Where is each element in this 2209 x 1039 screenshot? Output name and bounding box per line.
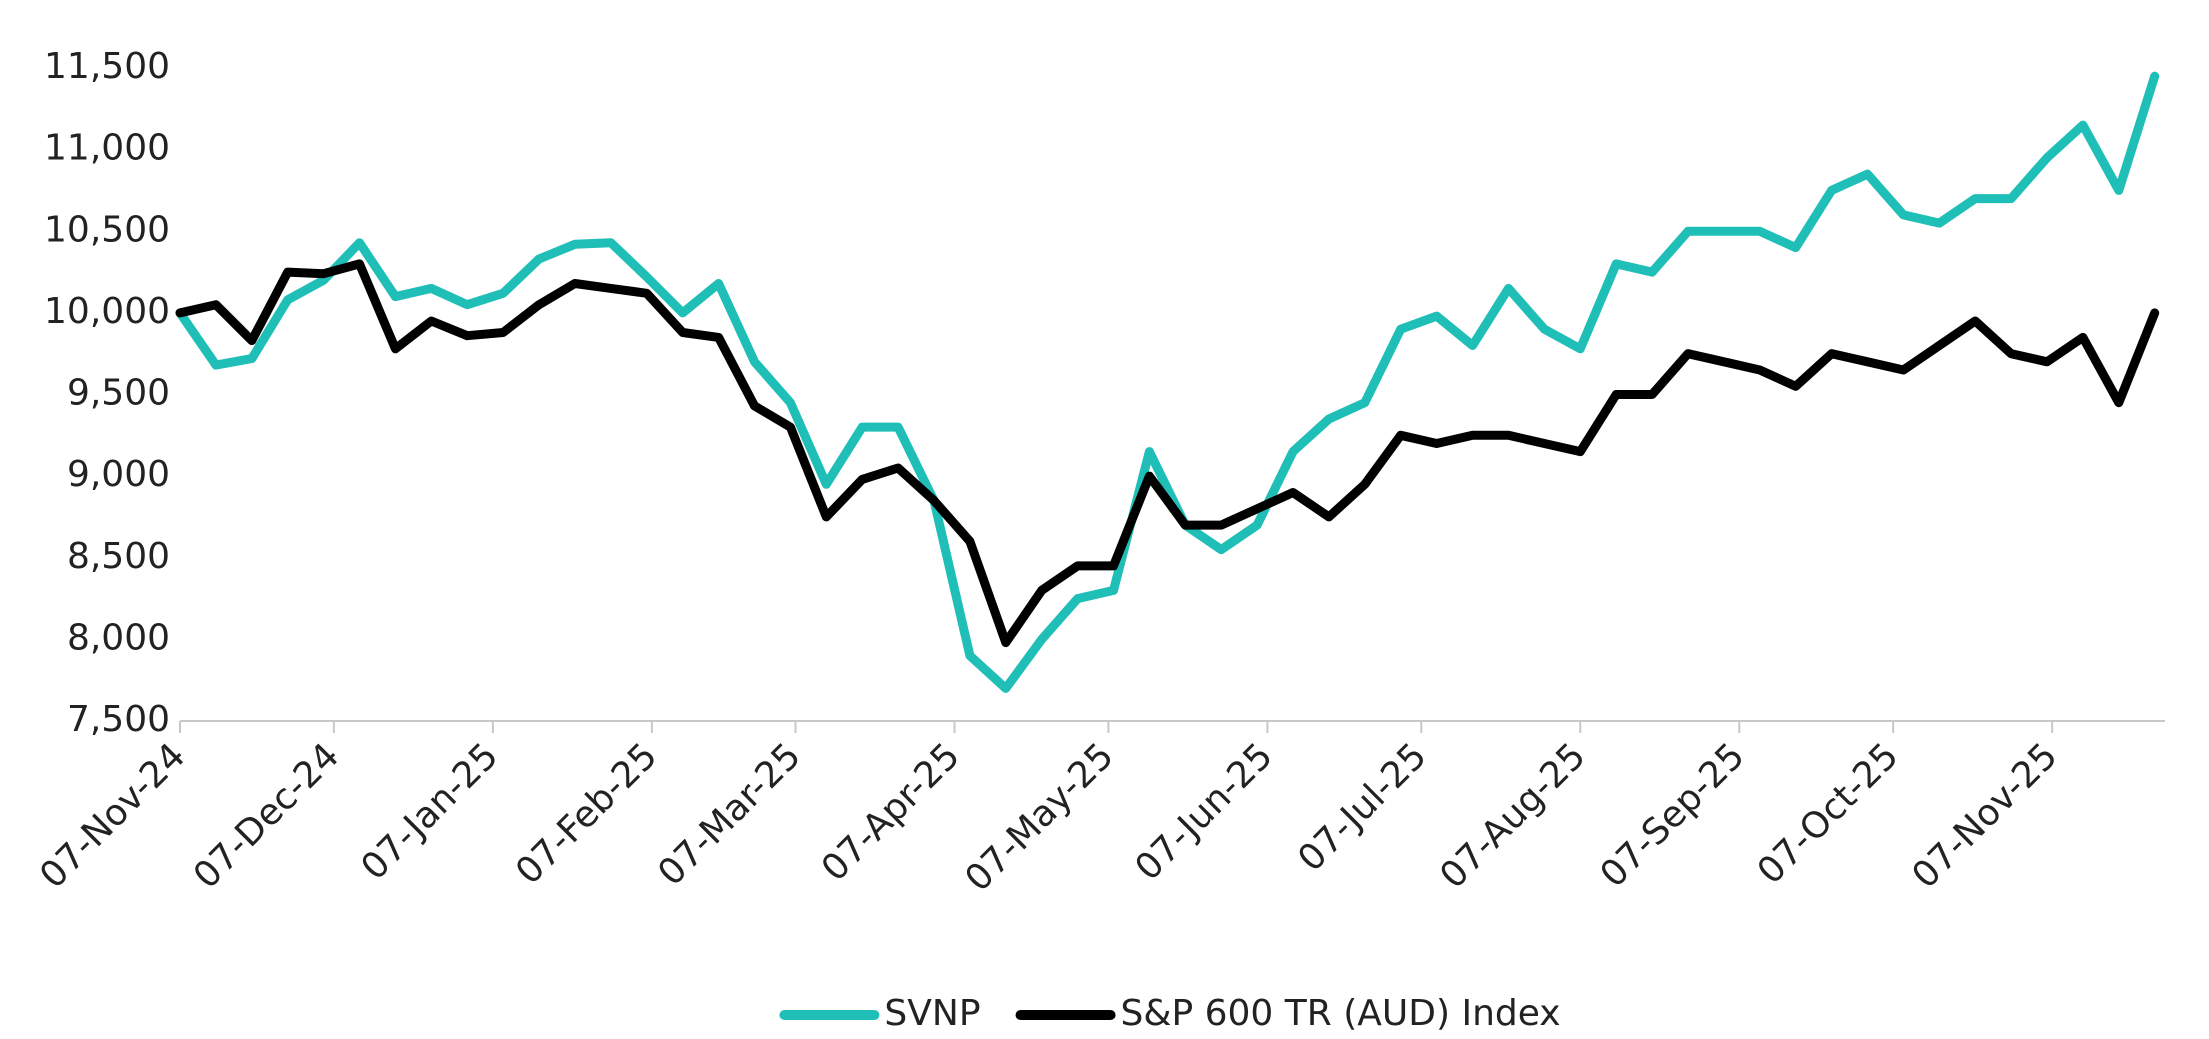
x-tick-label: 07-May-25	[957, 735, 1121, 899]
legend-label: SVNP	[884, 993, 980, 1034]
line-series	[175, 259, 2160, 648]
y-tick-label: 9,500	[67, 373, 170, 414]
x-tick-label: 07-Nov-24	[32, 735, 193, 896]
y-tick-label: 8,500	[67, 536, 170, 577]
x-tick-label: 07-Dec-24	[186, 735, 347, 896]
x-tick-label: 07-Nov-25	[1904, 735, 2065, 896]
x-tick-label: 07-Apr-25	[814, 735, 968, 889]
y-tick-label: 10,500	[44, 209, 170, 250]
line-series	[175, 71, 2160, 693]
y-tick-label: 8,000	[67, 617, 170, 658]
y-tick-label: 9,000	[67, 454, 170, 495]
y-tick-label: 11,000	[44, 128, 170, 169]
y-tick-label: 10,000	[44, 291, 170, 332]
y-tick-label: 11,500	[44, 46, 170, 87]
x-tick-label: 07-Jun-25	[1127, 735, 1280, 888]
legend: SVNP S&P 600 TR (AUD) Index	[779, 993, 1561, 1034]
x-tick-label: 07-Mar-25	[650, 735, 809, 894]
x-tick-label: 07-Oct-25	[1750, 735, 1907, 892]
x-tick-label: 07-Feb-25	[508, 735, 665, 892]
x-tick-label: 07-Sep-25	[1593, 735, 1753, 895]
x-tick-label: 07-Jul-25	[1290, 735, 1434, 879]
legend-label: S&P 600 TR (AUD) Index	[1121, 993, 1561, 1034]
y-tick-label: 7,500	[67, 699, 170, 740]
x-tick-label: 07-Jan-25	[354, 735, 507, 888]
x-tick-label: 07-Aug-25	[1432, 735, 1593, 896]
